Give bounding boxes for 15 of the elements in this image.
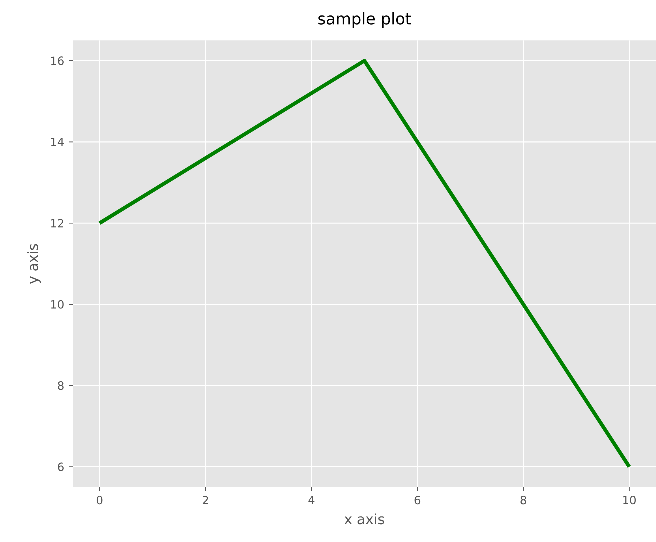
y-tick-label: 6: [58, 462, 64, 472]
y-tick-label: 12: [51, 219, 64, 228]
x-tick-label: 10: [624, 496, 636, 505]
x-tick-label: 8: [520, 496, 526, 505]
y-tick-label: 8: [58, 382, 64, 390]
chart-title: sample plot: [318, 12, 412, 28]
y-axis-title: y axis: [28, 244, 42, 284]
y-tick-label: 14: [51, 138, 64, 146]
y-tick-label: 16: [51, 56, 64, 66]
x-tick-label: 0: [96, 496, 103, 505]
x-tick-label: 6: [414, 496, 421, 505]
x-tick-label: 4: [308, 496, 315, 504]
x-axis-title: x axis: [344, 514, 384, 525]
x-tick-label: 2: [202, 496, 208, 504]
y-tick-label: 10: [51, 300, 64, 309]
